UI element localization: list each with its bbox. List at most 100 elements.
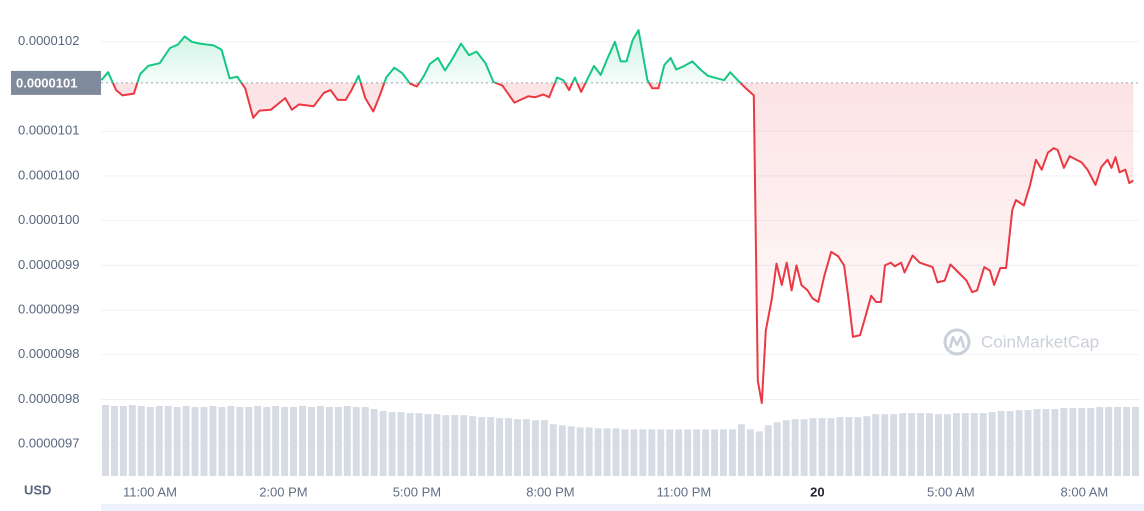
volume-bar xyxy=(290,407,298,476)
x-tick-label: 5:00 PM xyxy=(393,484,441,499)
volume-bar xyxy=(979,413,987,476)
volume-bar xyxy=(110,406,118,476)
volume-bar xyxy=(236,407,244,476)
volume-bar xyxy=(343,406,351,476)
volume-bar xyxy=(943,414,951,476)
volume-bar xyxy=(827,418,835,476)
price-line xyxy=(100,29,1134,405)
volume-bar xyxy=(675,429,683,476)
x-tick-label: 2:00 PM xyxy=(259,484,307,499)
volume-bar xyxy=(263,407,271,476)
volume-bar xyxy=(764,425,772,476)
volume-bar xyxy=(433,414,441,476)
volume-bar xyxy=(496,418,504,476)
volume-bar xyxy=(800,419,808,476)
grid xyxy=(101,41,1140,445)
volume-bar xyxy=(173,407,181,476)
volume-bar xyxy=(872,414,880,476)
volume-bar xyxy=(1087,408,1095,476)
volume-bar xyxy=(397,412,405,476)
price-area xyxy=(101,30,1134,404)
volume-bar xyxy=(934,414,942,476)
volume-bar xyxy=(182,406,190,476)
volume-bar xyxy=(791,419,799,476)
volume-bar xyxy=(388,412,396,476)
volume-bar xyxy=(316,406,324,476)
volume-bar xyxy=(997,411,1005,476)
volume-bar xyxy=(970,413,978,476)
volume-bar xyxy=(746,429,754,476)
volume-bar xyxy=(961,413,969,476)
volume-bar xyxy=(531,420,539,476)
volume-bar xyxy=(415,413,423,476)
y-tick-label: 0.0000100 xyxy=(18,167,79,182)
volume-bar xyxy=(558,425,566,476)
volume-bar xyxy=(1132,407,1139,476)
volume-bar xyxy=(487,417,495,476)
volume-bar xyxy=(146,407,154,476)
volume-bar xyxy=(308,407,315,476)
volume-bar xyxy=(1114,407,1122,476)
volume-bar xyxy=(836,417,844,476)
volume-bar xyxy=(988,412,996,476)
watermark-logo-mark xyxy=(948,335,966,349)
volume-bar xyxy=(299,406,307,476)
volume-bar xyxy=(549,424,557,476)
volume-bar xyxy=(684,429,692,476)
volume-bar xyxy=(1123,407,1131,476)
watermark: CoinMarketCap xyxy=(943,328,1099,356)
volume-bar xyxy=(728,429,736,476)
x-tick-label: 8:00 AM xyxy=(1061,484,1109,499)
volume-bar xyxy=(567,426,575,476)
volume-bar xyxy=(908,413,916,476)
volume-bar xyxy=(702,429,710,476)
volume-bar xyxy=(648,429,656,476)
volume-bar xyxy=(361,407,369,476)
volume-bar xyxy=(218,407,226,476)
volume-bar xyxy=(612,428,620,476)
volume-bar xyxy=(442,415,450,476)
volume-bar xyxy=(594,428,602,476)
volume-bar xyxy=(514,419,521,476)
volume-bar xyxy=(540,420,548,476)
volume-bar xyxy=(666,429,674,476)
volume-bar xyxy=(926,413,933,476)
volume-bar xyxy=(576,427,584,476)
volume-bar xyxy=(720,429,727,476)
volume-bars xyxy=(102,405,1139,476)
volume-bar xyxy=(1060,408,1068,476)
unit-label: USD xyxy=(24,482,51,497)
volume-bar xyxy=(1033,409,1041,476)
volume-bar xyxy=(818,418,826,476)
watermark-text: CoinMarketCap xyxy=(981,332,1099,351)
volume-bar xyxy=(325,407,333,476)
volume-bar xyxy=(200,407,208,476)
volume-bar xyxy=(621,429,629,476)
reference-label-box xyxy=(11,70,101,95)
volume-bar xyxy=(693,429,701,476)
volume-bar xyxy=(1015,410,1023,476)
y-tick-label: 0.0000099 xyxy=(18,257,79,272)
navigator-strip xyxy=(101,504,1144,511)
volume-bar xyxy=(505,418,513,476)
volume-bar xyxy=(451,415,459,476)
y-tick-label: 0.0000101 xyxy=(18,123,79,138)
volume-bar xyxy=(469,416,477,476)
volume-bar xyxy=(711,429,719,476)
y-tick-label: 0.0000099 xyxy=(18,302,79,317)
volume-bar xyxy=(1069,408,1077,476)
volume-bar xyxy=(119,406,127,476)
volume-bar xyxy=(917,413,925,476)
y-tick-label: 0.0000102 xyxy=(18,33,79,48)
y-tick-label: 0.0000097 xyxy=(18,436,79,451)
volume-bar xyxy=(379,411,387,476)
volume-bar xyxy=(370,409,378,476)
volume-bar xyxy=(881,414,889,476)
volume-bar xyxy=(854,417,862,476)
volume-bar xyxy=(603,428,611,476)
volume-bar xyxy=(227,406,235,476)
volume-bar xyxy=(845,417,853,476)
volume-bar xyxy=(352,407,360,476)
